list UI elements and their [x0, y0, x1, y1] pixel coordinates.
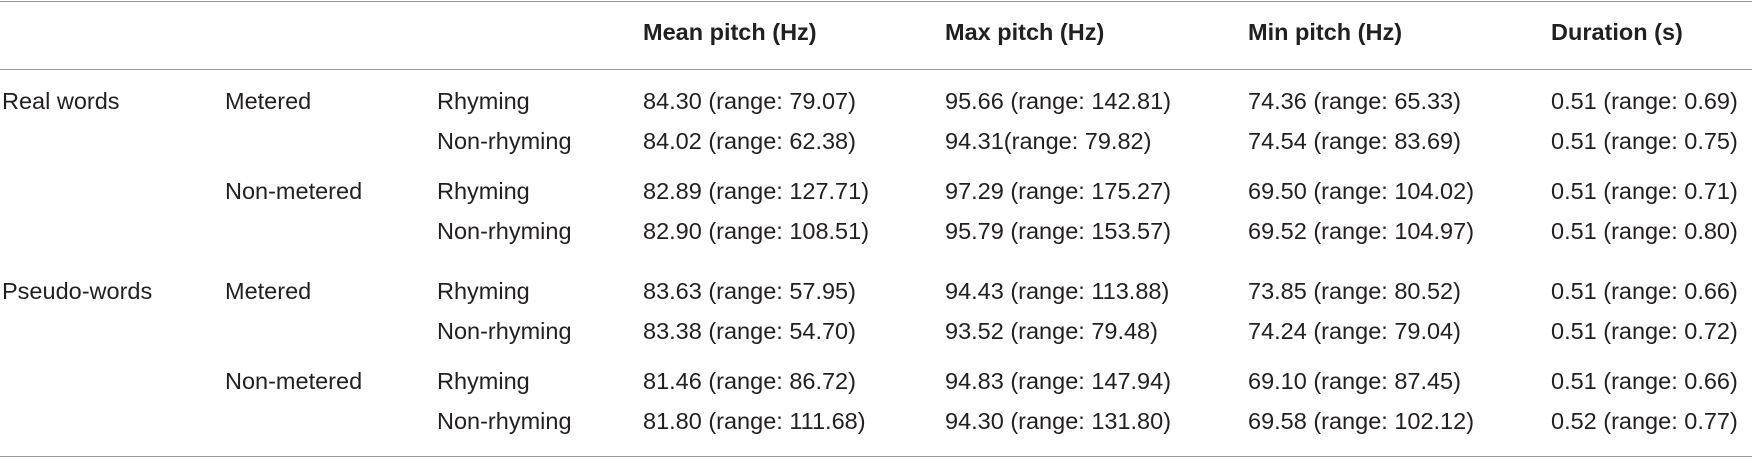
- cell-min-pitch: 69.52 (range: 104.97): [1248, 218, 1475, 244]
- row-rhyme-label: Rhyming: [437, 178, 530, 204]
- row-meter-label: Metered: [225, 278, 312, 304]
- cell-duration: 0.51 (range: 0.66): [1551, 278, 1738, 304]
- cell-max-pitch: 93.52 (range: 79.48): [945, 318, 1158, 344]
- row-rhyme-label: Rhyming: [437, 88, 530, 114]
- cell-min-pitch: 69.10 (range: 87.45): [1248, 368, 1461, 394]
- cell-mean-pitch: 81.46 (range: 86.72): [643, 368, 856, 394]
- cell-max-pitch: 94.43 (range: 113.88): [945, 278, 1170, 304]
- row-rhyme-label: Non-rhyming: [437, 408, 572, 434]
- row-group-label: Pseudo-words: [2, 278, 153, 304]
- cell-min-pitch: 74.36 (range: 65.33): [1248, 88, 1461, 114]
- header-rule: [0, 69, 1752, 70]
- header-max-pitch: Max pitch (Hz): [945, 19, 1105, 45]
- cell-max-pitch: 95.66 (range: 142.81): [945, 88, 1172, 114]
- cell-max-pitch: 94.31(range: 79.82): [945, 128, 1152, 154]
- cell-duration: 0.51 (range: 0.72): [1551, 318, 1738, 344]
- cell-duration: 0.51 (range: 0.75): [1551, 128, 1738, 154]
- cell-max-pitch: 94.83 (range: 147.94): [945, 368, 1172, 394]
- header-mean-pitch: Mean pitch (Hz): [643, 19, 817, 45]
- cell-min-pitch: 69.58 (range: 102.12): [1248, 408, 1475, 434]
- cell-mean-pitch: 84.30 (range: 79.07): [643, 88, 856, 114]
- cell-min-pitch: 69.50 (range: 104.02): [1248, 178, 1475, 204]
- row-meter-label: Non-metered: [225, 368, 363, 394]
- cell-min-pitch: 74.54 (range: 83.69): [1248, 128, 1461, 154]
- cell-mean-pitch: 83.63 (range: 57.95): [643, 278, 856, 304]
- row-meter-label: Non-metered: [225, 178, 363, 204]
- cell-duration: 0.52 (range: 0.77): [1551, 408, 1738, 434]
- row-rhyme-label: Non-rhyming: [437, 318, 572, 344]
- bottom-rule: [0, 456, 1752, 457]
- cell-mean-pitch: 84.02 (range: 62.38): [643, 128, 856, 154]
- row-rhyme-label: Non-rhyming: [437, 128, 572, 154]
- cell-mean-pitch: 82.89 (range: 127.71): [643, 178, 870, 204]
- row-meter-label: Metered: [225, 88, 312, 114]
- top-rule: [0, 1, 1752, 2]
- header-duration: Duration (s): [1551, 19, 1683, 45]
- cell-duration: 0.51 (range: 0.71): [1551, 178, 1738, 204]
- cell-duration: 0.51 (range: 0.69): [1551, 88, 1738, 114]
- cell-max-pitch: 97.29 (range: 175.27): [945, 178, 1172, 204]
- cell-min-pitch: 73.85 (range: 80.52): [1248, 278, 1461, 304]
- row-rhyme-label: Rhyming: [437, 278, 530, 304]
- cell-duration: 0.51 (range: 0.66): [1551, 368, 1738, 394]
- row-rhyme-label: Non-rhyming: [437, 218, 572, 244]
- cell-min-pitch: 74.24 (range: 79.04): [1248, 318, 1461, 344]
- cell-max-pitch: 95.79 (range: 153.57): [945, 218, 1172, 244]
- cell-mean-pitch: 82.90 (range: 108.51): [643, 218, 870, 244]
- cell-mean-pitch: 83.38 (range: 54.70): [643, 318, 856, 344]
- cell-max-pitch: 94.30 (range: 131.80): [945, 408, 1172, 434]
- row-group-label: Real words: [2, 88, 120, 114]
- row-rhyme-label: Rhyming: [437, 368, 530, 394]
- cell-mean-pitch: 81.80 (range: 111.68): [643, 408, 866, 434]
- header-min-pitch: Min pitch (Hz): [1248, 19, 1403, 45]
- cell-duration: 0.51 (range: 0.80): [1551, 218, 1738, 244]
